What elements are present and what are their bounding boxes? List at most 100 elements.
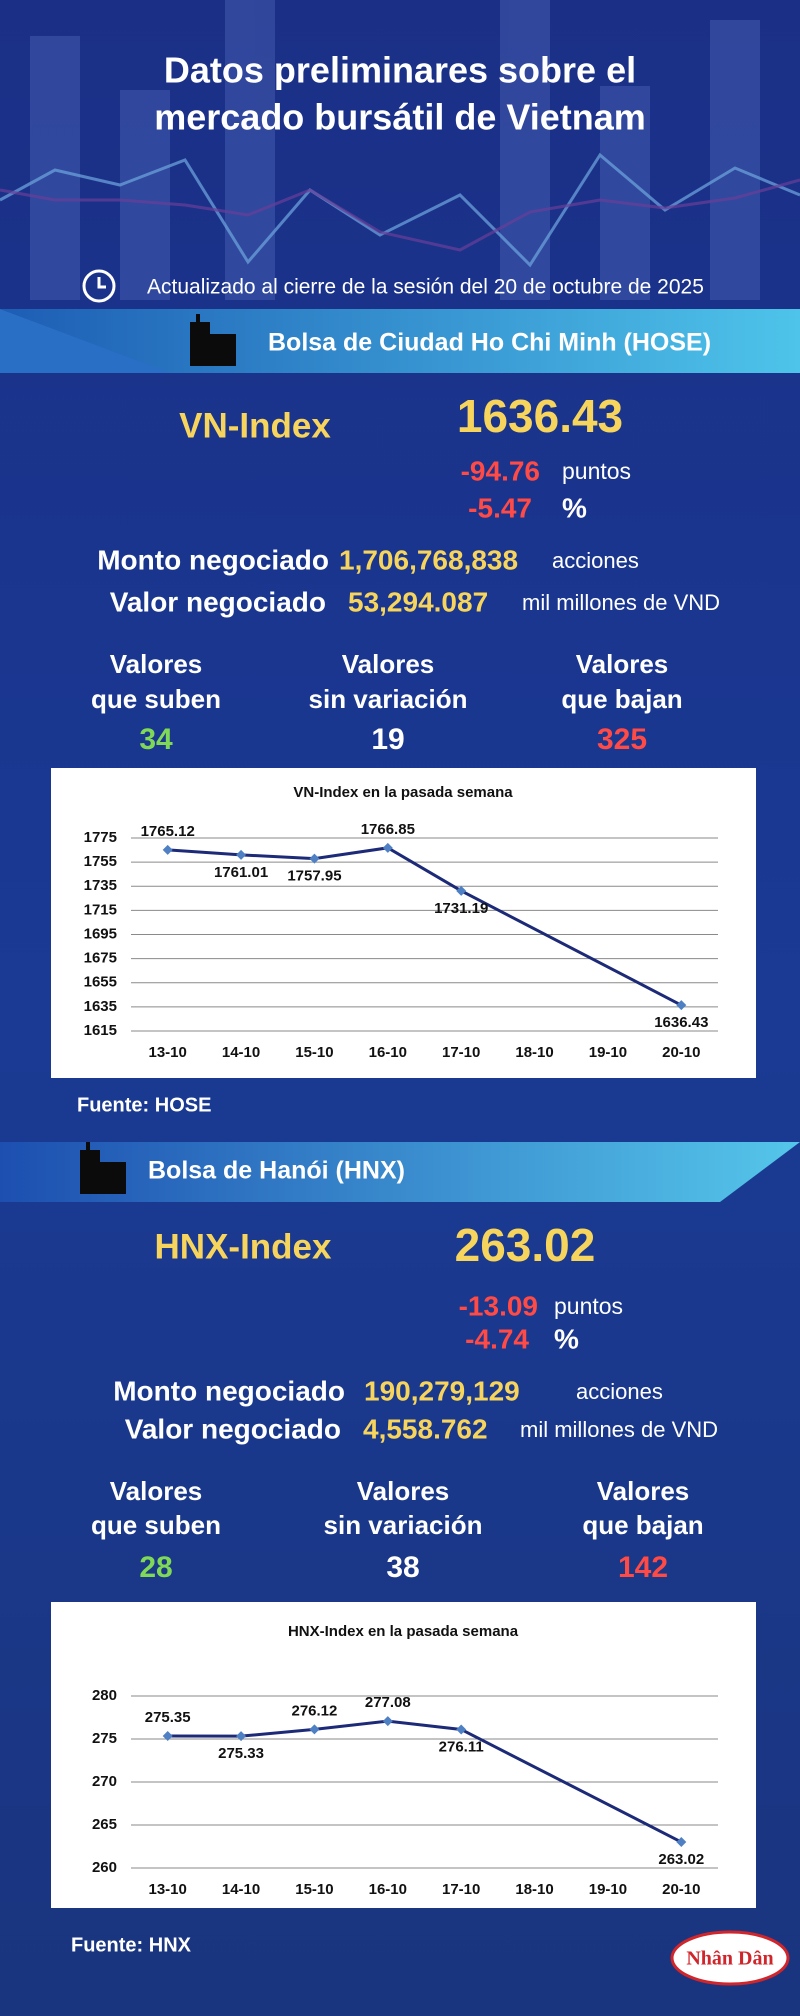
marker	[382, 842, 393, 853]
stat-value: 34	[139, 723, 173, 756]
x-tick-label: 18-10	[515, 1881, 553, 1898]
unit: %	[554, 1323, 579, 1354]
y-tick-label: 1735	[84, 877, 117, 894]
title: mercado bursátil de Vietnam	[154, 97, 646, 138]
x-tick-label: 20-10	[662, 1881, 700, 1898]
data-label: 1765.12	[141, 823, 195, 840]
change-percent: -5.47	[468, 492, 532, 523]
y-tick-label: 1775	[84, 829, 117, 846]
data-label: 1766.85	[361, 821, 415, 838]
y-tick-label: 270	[92, 1773, 117, 1790]
line	[167, 1719, 682, 1844]
update-note: Actualizado al cierre de la sesión del 2…	[147, 276, 704, 299]
sections: VN-Index 1636.43 -94.76 puntos -5.47 % Monto n…	[51, 390, 756, 1956]
marker	[236, 1731, 247, 1742]
source: Fuente: HOSE	[77, 1094, 211, 1116]
unit: mil millones de VND	[522, 590, 720, 615]
index-name: HNX-Index	[155, 1227, 333, 1266]
chart-title: HNX-Index en la pasada semana	[288, 1623, 519, 1640]
stat-label: que bajan	[582, 1510, 703, 1540]
logo: Nhân Dân	[670, 1930, 790, 1986]
x-tick-label: 15-10	[295, 1044, 333, 1061]
building-icon	[190, 314, 236, 366]
marker	[162, 844, 173, 855]
header-decoration	[0, 152, 800, 268]
data-label: 277.08	[365, 1694, 411, 1711]
trade-value: 4,558.762	[363, 1413, 488, 1444]
x-tick-label: 20-10	[662, 1044, 700, 1061]
data-label: 276.11	[439, 1738, 484, 1755]
y-tick-label: 275	[92, 1730, 117, 1747]
x-tick-label: 15-10	[295, 1881, 333, 1898]
volume: 1,706,768,838	[339, 544, 518, 575]
y-tick-label: 1695	[84, 925, 117, 942]
y-tick-label: 280	[92, 1687, 117, 1704]
stat-value: 38	[386, 1551, 419, 1584]
marker	[309, 853, 320, 864]
x-tick-label: 19-10	[589, 1044, 627, 1061]
data-label: 1761.01	[214, 864, 268, 881]
stat-label: sin variación	[324, 1510, 483, 1540]
y-tick-label: 1715	[84, 901, 117, 918]
x-tick-label: 17-10	[442, 1881, 480, 1898]
x-tick-label: 19-10	[589, 1881, 627, 1898]
source: Fuente: HNX	[71, 1934, 192, 1956]
stat-label: que suben	[91, 1510, 221, 1540]
data-label: 263.02	[658, 1851, 704, 1868]
y-tick-label: 260	[92, 1859, 117, 1876]
marker	[676, 1000, 687, 1011]
x-tick-label: 13-10	[149, 1881, 187, 1898]
stat-value: 28	[139, 1551, 172, 1584]
marker	[676, 1837, 687, 1848]
marker	[162, 1730, 173, 1741]
data-label: 1636.43	[654, 1014, 708, 1031]
stat-label: Valores	[597, 1476, 690, 1506]
stat-label: Valores	[357, 1476, 450, 1506]
stat-label: Valores	[110, 649, 203, 679]
stat-value: 325	[597, 723, 647, 756]
index-value: 263.02	[455, 1219, 596, 1271]
stat-value: 19	[371, 723, 404, 756]
unit: puntos	[562, 458, 631, 484]
marker	[236, 849, 247, 860]
label: Monto negociado	[97, 544, 329, 575]
chart-background	[51, 1602, 756, 1908]
header-decoration	[30, 0, 760, 300]
chart: VN-Index en la pasada semana 1615 1635 1655…	[51, 768, 756, 1078]
index-value: 1636.43	[457, 390, 623, 442]
x-tick-label: 18-10	[515, 1044, 553, 1061]
y-tick-label: 1655	[84, 974, 117, 991]
marker	[456, 1724, 467, 1735]
unit: acciones	[576, 1379, 663, 1404]
unit: %	[562, 492, 587, 523]
change-percent: -4.74	[465, 1323, 529, 1354]
header-decoration	[0, 178, 800, 252]
line	[167, 846, 683, 1007]
data-label: 1757.95	[287, 868, 341, 885]
stat-label: Valores	[576, 649, 669, 679]
index-name: VN-Index	[179, 406, 331, 445]
chart: HNX-Index en la pasada semana 260 265 270 27…	[51, 1602, 756, 1908]
clock-icon	[82, 269, 116, 303]
title: Datos preliminares sobre el	[164, 50, 636, 91]
marker	[309, 1724, 320, 1735]
exchange-name: Bolsa de Ciudad Ho Chi Minh (HOSE)	[268, 329, 711, 357]
marker	[456, 885, 467, 896]
y-tick-label: 1755	[84, 853, 117, 870]
building-icon	[80, 1142, 126, 1194]
y-tick-label: 265	[92, 1816, 117, 1833]
label: Valor negociado	[110, 586, 326, 617]
exchange-name: Bolsa de Hanói (HNX)	[148, 1157, 405, 1185]
chart-background	[51, 768, 756, 1078]
hose-banner	[0, 309, 170, 373]
data-label: 275.35	[145, 1709, 191, 1726]
stat-label: Valores	[110, 1476, 203, 1506]
chart-title: VN-Index en la pasada semana	[293, 784, 513, 801]
data-label: 275.33	[218, 1745, 264, 1762]
x-tick-label: 17-10	[442, 1044, 480, 1061]
trade-value: 53,294.087	[348, 586, 488, 617]
change-points: -13.09	[459, 1290, 538, 1321]
volume: 190,279,129	[364, 1375, 520, 1406]
unit: acciones	[552, 548, 639, 573]
unit: mil millones de VND	[520, 1417, 718, 1442]
